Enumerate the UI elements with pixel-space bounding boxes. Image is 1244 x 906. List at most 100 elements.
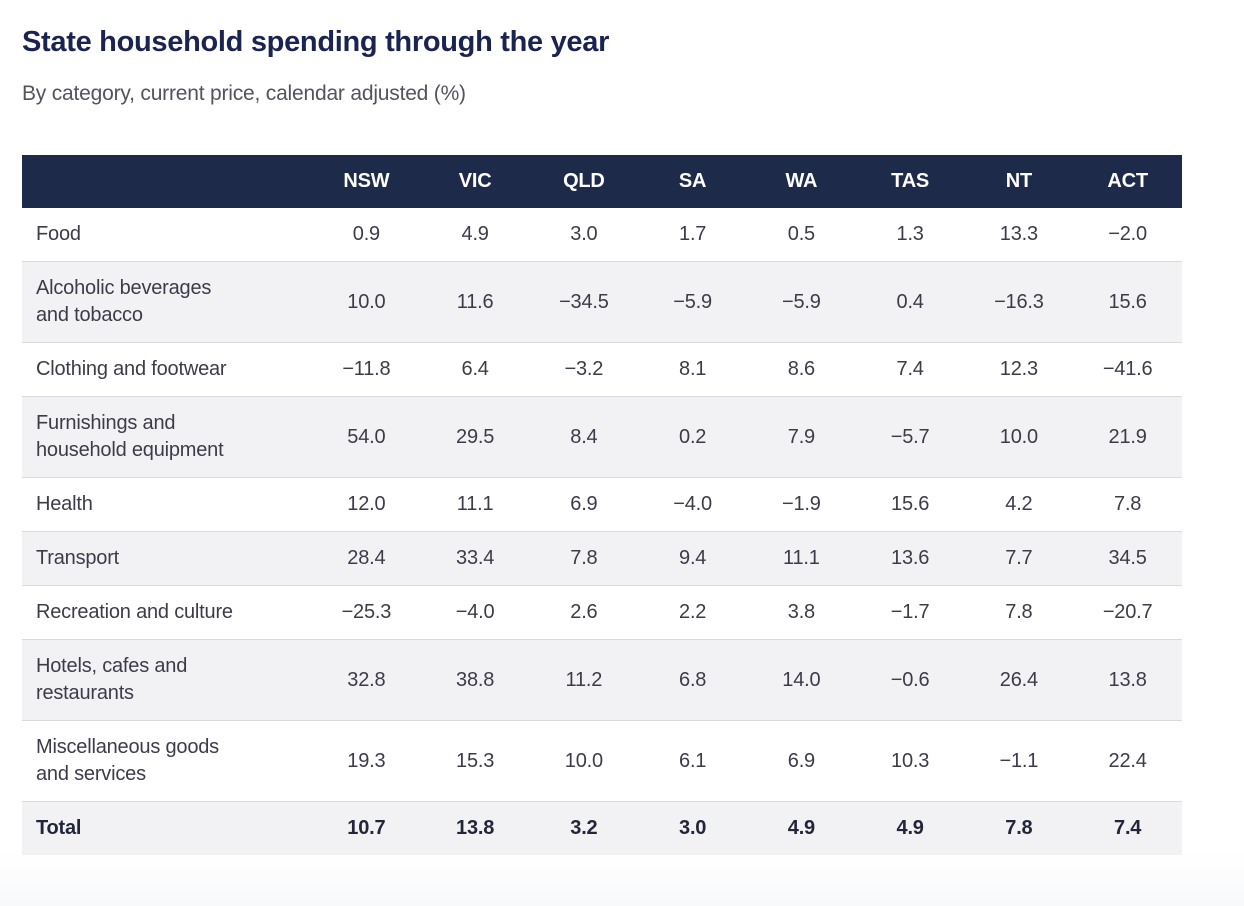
cell-tas: −0.6: [890, 668, 930, 691]
cell-qld: 11.2: [565, 668, 603, 691]
cell-act: 21.9: [1108, 425, 1147, 448]
cell-wa: 0.5: [787, 223, 815, 245]
column-header-vic: VIC: [420, 155, 530, 208]
column-header-nsw: NSW: [312, 155, 421, 208]
column-header-act: ACT: [1073, 155, 1182, 208]
cell-tas: −5.7: [890, 425, 930, 448]
page-title: State household spending through the yea…: [22, 26, 610, 58]
cell-sa: 8.1: [679, 358, 707, 380]
cell-qld: 7.8: [570, 547, 598, 569]
cell-qld: 6.9: [570, 493, 598, 515]
cell-tas: 10.3: [891, 749, 930, 772]
column-header-nt: NT: [964, 155, 1074, 208]
cell-qld: −3.2: [564, 358, 604, 380]
cell-vic: 6.4: [461, 358, 489, 380]
row-label: Total: [36, 817, 82, 839]
cell-vic: 11.6: [456, 290, 494, 313]
cell-vic: 33.4: [456, 547, 495, 569]
column-header-tas: TAS: [855, 155, 965, 208]
cell-tas: 1.3: [896, 223, 924, 245]
cell-act: −20.7: [1102, 601, 1153, 623]
cell-wa: 8.6: [787, 358, 815, 380]
cell-nt: 4.2: [1005, 493, 1033, 515]
cell-nsw: −11.8: [342, 358, 391, 380]
table-row: Clothing and footwear −11.8 6.4 −3.2 8.1 8.6 7…: [22, 342, 1182, 397]
row-label: Clothing and footwear: [36, 358, 227, 380]
row-label: Food: [36, 223, 81, 245]
cell-nsw: 10.7: [347, 817, 386, 839]
cell-wa: −1.9: [782, 493, 821, 515]
cell-vic: 29.5: [456, 425, 495, 448]
table-row: Alcoholic beverages and tobacco 10.0 11.6 −…: [22, 261, 1182, 343]
cell-vic: 13.8: [456, 817, 495, 839]
cell-nt: 13.3: [999, 223, 1038, 245]
row-label: Hotels, cafes and restaurants: [36, 655, 188, 704]
cell-qld: 2.6: [570, 601, 598, 623]
cell-nt: 26.4: [999, 668, 1038, 691]
cell-sa: −5.9: [673, 290, 712, 313]
cell-wa: 4.9: [787, 817, 815, 839]
cell-nt: −1.1: [999, 749, 1039, 772]
cell-nt: 10.0: [999, 425, 1038, 448]
column-header-sa: SA: [638, 155, 747, 208]
cell-sa: 6.8: [679, 668, 707, 691]
cell-tas: 0.4: [896, 290, 924, 313]
cell-nt: 7.8: [1005, 817, 1033, 839]
column-header-qld: QLD: [529, 155, 639, 208]
table-row: Food 0.9 4.9 3.0 1.7 0.5 1.3 13.3 −2.0: [22, 208, 1182, 262]
table-header: NSW VIC QLD SA WA TAS NT ACT: [22, 155, 1182, 208]
cell-qld: 10.0: [564, 749, 603, 772]
cell-sa: 6.1: [679, 749, 707, 772]
cell-act: 13.8: [1108, 668, 1147, 691]
table-body: Food 0.9 4.9 3.0 1.7 0.5 1.3 13.3 −2.0 Alcoholic …: [22, 208, 1182, 855]
row-label: Furnishings and household equipment: [36, 412, 224, 461]
cell-act: 7.4: [1114, 817, 1142, 839]
cell-wa: 3.8: [787, 601, 815, 623]
cell-qld: 3.2: [570, 817, 598, 839]
cell-sa: 1.7: [679, 223, 707, 245]
table-row: Recreation and culture −25.3 −4.0 2.6 2.2 3.8…: [22, 585, 1182, 640]
cell-sa: −4.0: [673, 493, 712, 515]
page-subtitle: By category, current price, calendar adj…: [22, 82, 466, 105]
spending-table: NSW VIC QLD SA WA TAS NT ACT Food 0.9 4.9 3.0 1.7 0.…: [22, 155, 1182, 855]
cell-tas: 15.6: [891, 493, 930, 515]
row-label: Transport: [36, 547, 120, 569]
cell-act: 7.8: [1114, 493, 1142, 515]
cell-wa: 14.0: [782, 668, 821, 691]
cell-qld: 3.0: [570, 223, 598, 245]
cell-nt: −16.3: [994, 290, 1044, 313]
cell-qld: −34.5: [559, 290, 609, 313]
cell-wa: 11.1: [783, 547, 820, 569]
cell-tas: 4.9: [896, 817, 924, 839]
table-row: Hotels, cafes and restaurants 32.8 38.8 11.…: [22, 639, 1182, 721]
cell-nsw: 32.8: [347, 668, 386, 691]
cell-wa: 6.9: [787, 749, 815, 772]
category-column-header: [22, 155, 312, 208]
row-label: Alcoholic beverages and tobacco: [36, 277, 212, 326]
cell-nt: 7.7: [1005, 547, 1033, 569]
table-row-total: Total 10.7 13.8 3.2 3.0 4.9 4.9 7.8 7.4: [22, 801, 1182, 855]
cell-tas: 13.6: [891, 547, 930, 569]
cell-act: 22.4: [1108, 749, 1147, 772]
cell-nsw: 19.3: [347, 749, 386, 772]
cell-wa: 7.9: [787, 425, 815, 448]
cell-act: 15.6: [1108, 290, 1147, 313]
cell-nsw: 10.0: [347, 290, 386, 313]
cell-act: −41.6: [1102, 358, 1153, 380]
cell-vic: 4.9: [461, 223, 489, 245]
cell-sa: 2.2: [679, 601, 707, 623]
table-row: Furnishings and household equipment 54.0 2…: [22, 396, 1182, 478]
cell-vic: 38.8: [456, 668, 495, 691]
row-label: Health: [36, 493, 93, 515]
cell-vic: 11.1: [456, 493, 494, 515]
header-row: NSW VIC QLD SA WA TAS NT ACT: [22, 155, 1182, 208]
table-row: Transport 28.4 33.4 7.8 9.4 11.1 13.6 7.7 34.5: [22, 531, 1182, 586]
cell-tas: −1.7: [890, 601, 930, 623]
cell-nsw: 28.4: [347, 547, 386, 569]
row-label: Recreation and culture: [36, 601, 233, 623]
table-row: Health 12.0 11.1 6.9 −4.0 −1.9 15.6 4.2 7.8: [22, 477, 1182, 532]
cell-vic: 15.3: [456, 749, 495, 772]
row-label: Miscellaneous goods and services: [36, 736, 219, 785]
cell-sa: 3.0: [679, 817, 707, 839]
